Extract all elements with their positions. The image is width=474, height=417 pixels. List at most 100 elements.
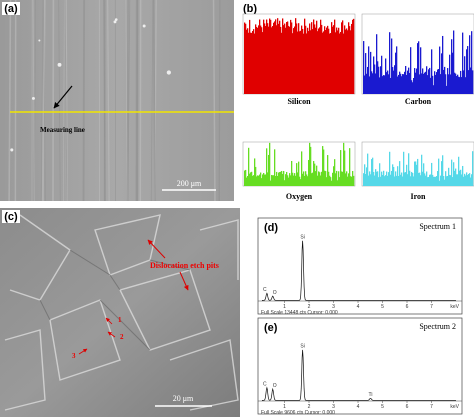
scan-bar bbox=[310, 146, 312, 186]
plot-label: Iron bbox=[411, 192, 427, 201]
scan-bar bbox=[310, 30, 312, 95]
streak bbox=[218, 0, 221, 202]
scan-bar bbox=[424, 173, 426, 186]
scan-bar bbox=[309, 23, 311, 94]
streak bbox=[103, 0, 106, 202]
scan-bar bbox=[285, 27, 287, 94]
scan-bar bbox=[342, 20, 344, 95]
scan-bar bbox=[372, 157, 374, 186]
scan-bar bbox=[314, 163, 316, 186]
scan-bar bbox=[457, 174, 459, 186]
scan-bar bbox=[279, 172, 281, 186]
scan-bar bbox=[287, 21, 289, 94]
scan-bar bbox=[338, 171, 340, 186]
spectrum-title: Spectrum 2 bbox=[419, 322, 456, 331]
label-box bbox=[2, 2, 20, 15]
scan-bar bbox=[259, 19, 261, 95]
scan-bar bbox=[389, 32, 391, 94]
scan-bar bbox=[306, 174, 308, 186]
spectrum-title: Spectrum 1 bbox=[419, 222, 456, 231]
scan-bar bbox=[280, 26, 282, 95]
scan-bar bbox=[461, 174, 463, 186]
scan-bar bbox=[325, 171, 327, 186]
plot-label: Silicon bbox=[287, 97, 311, 106]
scan-bar bbox=[344, 150, 346, 186]
scan-bar bbox=[330, 33, 332, 94]
scan-bar bbox=[467, 175, 469, 186]
scan-bar bbox=[320, 19, 322, 95]
scan-bar bbox=[392, 67, 394, 94]
scan-bar bbox=[246, 177, 248, 186]
particle bbox=[114, 18, 118, 21]
scan-bar bbox=[371, 71, 373, 94]
scan-bar bbox=[244, 22, 246, 94]
scan-bar bbox=[406, 74, 408, 94]
scan-bar bbox=[292, 172, 294, 186]
surface-streaks bbox=[8, 0, 221, 202]
scan-bar bbox=[399, 71, 401, 94]
scan-bar bbox=[245, 169, 247, 186]
scan-bar bbox=[262, 174, 264, 186]
scan-bar bbox=[400, 73, 402, 94]
scan-bar bbox=[335, 32, 337, 94]
scan-bar bbox=[405, 172, 407, 186]
scan-bar bbox=[412, 172, 414, 186]
label-box bbox=[2, 210, 20, 223]
tick-label: 1 bbox=[283, 404, 286, 410]
scan-bar bbox=[346, 28, 348, 94]
scan-bar bbox=[382, 174, 384, 186]
scan-bar bbox=[441, 53, 443, 94]
streak bbox=[63, 0, 65, 202]
scan-bar bbox=[344, 25, 346, 95]
scan-bar bbox=[339, 177, 341, 186]
scan-bar bbox=[295, 18, 297, 95]
panel-label: (a) bbox=[4, 3, 18, 15]
scan-bar bbox=[256, 176, 258, 186]
scan-bar bbox=[363, 41, 365, 94]
scan-bar bbox=[303, 33, 305, 94]
scan-bar bbox=[378, 177, 380, 186]
scan-bar bbox=[283, 25, 285, 94]
scan-bar bbox=[436, 72, 438, 94]
scan-bar bbox=[416, 68, 418, 94]
scan-bar bbox=[350, 176, 352, 186]
scan-bar bbox=[323, 31, 325, 95]
spectrum-curve bbox=[262, 349, 456, 402]
scan-bar bbox=[406, 164, 408, 186]
scan-bar bbox=[297, 172, 299, 186]
streak bbox=[212, 0, 216, 202]
scan-bar bbox=[370, 174, 372, 186]
scan-bar bbox=[462, 165, 464, 186]
scan-bar bbox=[274, 149, 276, 186]
scan-bar bbox=[327, 25, 329, 95]
scan-bar bbox=[465, 175, 467, 186]
arrow bbox=[147, 239, 166, 259]
scan-bar bbox=[417, 158, 419, 186]
scan-bar bbox=[304, 175, 306, 186]
scan-bar bbox=[379, 163, 381, 186]
scan-bar bbox=[466, 172, 468, 186]
scan-bar bbox=[341, 171, 343, 186]
scan-bar bbox=[398, 74, 400, 94]
scan-bar bbox=[352, 19, 354, 94]
scan-bar bbox=[375, 169, 377, 186]
scan-bar bbox=[343, 33, 345, 94]
scan-bar bbox=[371, 159, 373, 186]
scan-bar bbox=[365, 174, 367, 186]
scan-bar bbox=[387, 175, 389, 186]
scan-bar bbox=[385, 175, 387, 186]
scan-bar bbox=[258, 175, 260, 186]
streak bbox=[152, 0, 156, 202]
panel-b: (b) Silicon Carbon Oxygen Iron bbox=[241, 2, 474, 201]
scan-bar bbox=[408, 153, 410, 186]
scan-bar bbox=[439, 180, 441, 186]
scan-bar bbox=[471, 174, 473, 186]
scan-bar bbox=[447, 175, 449, 186]
scan-bar bbox=[414, 161, 416, 186]
streak bbox=[41, 0, 46, 202]
scan-bar bbox=[430, 174, 432, 186]
scan-bar bbox=[293, 175, 295, 186]
scan-bar bbox=[379, 77, 381, 94]
scan-bar bbox=[348, 173, 350, 186]
scan-bar bbox=[373, 56, 375, 94]
